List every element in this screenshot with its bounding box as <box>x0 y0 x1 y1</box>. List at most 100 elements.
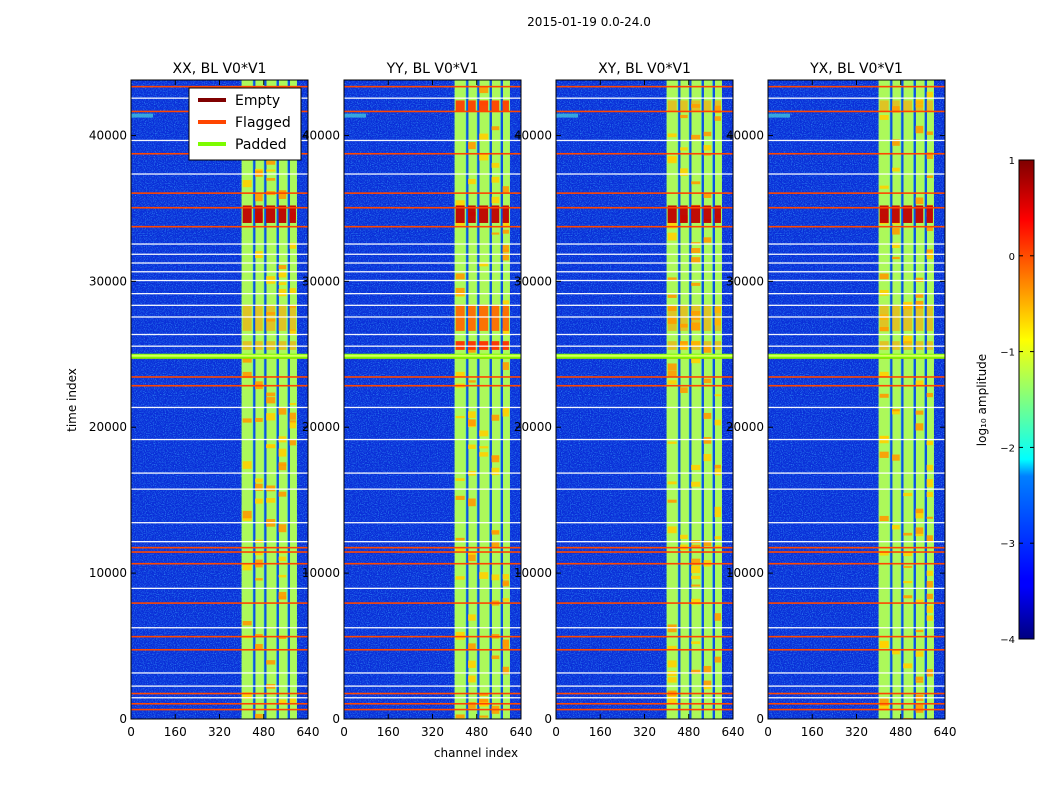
high-amplitude-block <box>879 304 889 331</box>
hot-spot <box>479 86 489 94</box>
empty-row <box>556 672 733 674</box>
hot-spot <box>455 478 465 481</box>
hot-spot <box>266 498 276 503</box>
hot-spot <box>691 248 701 254</box>
y-tick-label: 20000 <box>89 420 127 434</box>
hot-spot <box>242 510 252 519</box>
hot-spot <box>691 598 701 605</box>
flagged-row <box>556 152 733 155</box>
empty-row <box>131 253 308 255</box>
high-amplitude-block <box>691 205 701 223</box>
hot-spot <box>278 407 287 415</box>
sub-band <box>679 80 689 719</box>
empty-row <box>131 472 308 474</box>
hot-spot <box>926 581 933 588</box>
hot-spot <box>502 409 509 417</box>
high-amplitude-block <box>703 304 712 331</box>
flagged-row <box>556 692 733 695</box>
hot-spot <box>691 544 701 548</box>
flagged-row <box>768 192 945 194</box>
hot-spot <box>926 226 933 232</box>
hot-spot <box>502 666 509 675</box>
colorbar-bar <box>1018 159 1035 640</box>
channel-gap <box>701 80 704 719</box>
empty-row <box>556 406 733 409</box>
panel-yy: YY, BL V0*V1 0 160 320 480 640 0 10000 20000 3000… <box>302 61 533 739</box>
flagged-row <box>556 551 733 553</box>
hot-spot <box>479 430 489 437</box>
hot-spot <box>903 552 913 557</box>
flagged-row <box>768 376 945 378</box>
empty-row <box>131 293 308 295</box>
hot-spot <box>266 660 276 665</box>
y-tick-label: 10000 <box>726 566 764 580</box>
panel-xy: XY, BL V0*V1 0 160 320 480 640 0 10000 20000 3000… <box>514 61 745 739</box>
hot-spot <box>926 479 933 488</box>
hot-spot <box>289 420 296 424</box>
sub-band <box>902 80 914 719</box>
hot-spot <box>278 491 287 497</box>
flagged-row <box>556 562 733 565</box>
hot-spot <box>714 116 721 121</box>
panel-title: XX, BL V0*V1 <box>173 61 267 77</box>
sub-band <box>666 80 678 719</box>
hot-spot <box>242 461 252 469</box>
hot-spot <box>502 580 509 586</box>
hot-spot <box>667 526 677 534</box>
hot-spot <box>242 692 252 699</box>
colorbar-tick-label: −3 <box>1000 539 1015 550</box>
empty-row <box>131 685 308 687</box>
hot-spot <box>926 570 933 576</box>
sub-band <box>891 80 901 719</box>
hot-spot <box>491 232 500 235</box>
hot-spot <box>278 191 287 200</box>
hot-spot <box>892 256 900 260</box>
hot-spot <box>926 464 933 471</box>
high-amplitude-block <box>915 205 924 223</box>
rfi-stripe <box>131 113 154 118</box>
figure-suptitle: 2015-01-19 0.0-24.0 <box>527 15 651 29</box>
channel-gap <box>276 80 279 719</box>
hot-spot <box>892 650 900 655</box>
hot-spot <box>714 419 721 426</box>
high-amplitude-block <box>266 304 276 331</box>
flagged-row <box>344 206 521 209</box>
empty-row <box>131 587 308 589</box>
x-tick-label: 0 <box>552 725 560 739</box>
empty-row <box>131 316 308 318</box>
empty-row <box>344 541 521 543</box>
hot-spot <box>926 440 933 445</box>
hot-spot <box>502 328 509 336</box>
hot-spot <box>266 444 276 449</box>
flagged-row <box>131 384 308 387</box>
hot-spot <box>915 508 924 514</box>
x-tick-label: 640 <box>510 725 533 739</box>
high-amplitude-block <box>491 304 500 331</box>
flagged-row <box>131 648 308 651</box>
hot-spot <box>502 229 509 234</box>
y-tick-label: 10000 <box>302 566 340 580</box>
hot-spot <box>714 468 721 476</box>
flagged-row <box>344 708 521 711</box>
flagged-row <box>768 152 945 155</box>
x-tick-label: 320 <box>421 725 444 739</box>
empty-row <box>556 541 733 543</box>
hot-spot <box>502 645 509 650</box>
sub-band <box>478 80 490 719</box>
channel-gap <box>924 80 928 719</box>
hot-spot <box>278 556 287 562</box>
hot-spot <box>266 178 276 181</box>
empty-row <box>344 406 521 409</box>
colorbar: 1 0 −1 −2 −3 −4 log₁₀ amplitude <box>975 156 1035 646</box>
empty-row <box>344 587 521 589</box>
empty-row <box>768 271 945 273</box>
high-amplitude-block <box>680 100 688 113</box>
flagged-row <box>768 225 945 228</box>
panel-heatmap <box>131 80 308 719</box>
hot-spot <box>714 536 721 540</box>
empty-row <box>131 627 308 629</box>
flagged-row <box>556 546 733 549</box>
high-amplitude-block <box>455 205 465 223</box>
panel-title: XY, BL V0*V1 <box>598 61 691 77</box>
